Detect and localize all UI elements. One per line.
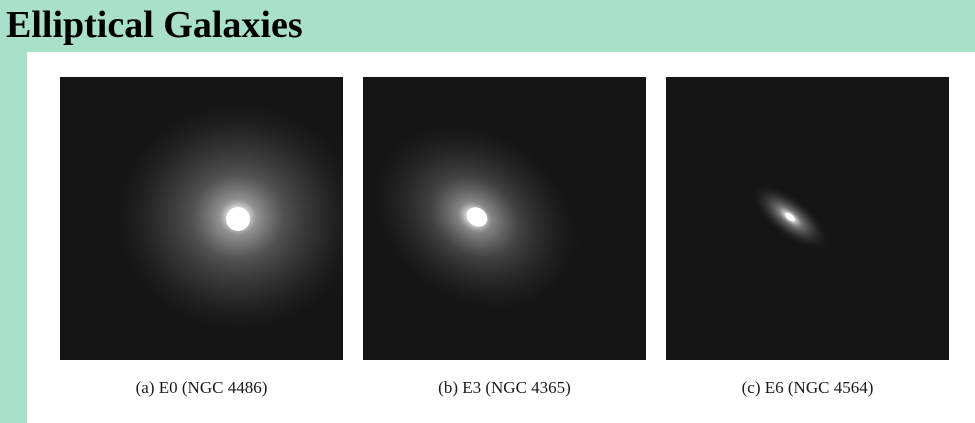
title-bar: Elliptical Galaxies bbox=[0, 0, 975, 52]
galaxy-panel-e0: (a) E0 (NGC 4486) bbox=[60, 77, 343, 360]
caption-e0: (a) E0 (NGC 4486) bbox=[60, 377, 343, 399]
slide-title: Elliptical Galaxies bbox=[6, 2, 303, 48]
galaxy-panel-e6: (c) E6 (NGC 4564) bbox=[666, 77, 949, 360]
galaxy-e0-image bbox=[60, 77, 343, 360]
galaxy-e3-image bbox=[363, 77, 646, 360]
caption-e3: (b) E3 (NGC 4365) bbox=[363, 377, 646, 399]
galaxy-e0-core bbox=[226, 207, 250, 231]
caption-e6: (c) E6 (NGC 4564) bbox=[666, 377, 949, 399]
figure-area: (a) E0 (NGC 4486) (b) E3 (NGC 4365) bbox=[27, 52, 975, 423]
galaxy-panel-e3: (b) E3 (NGC 4365) bbox=[363, 77, 646, 360]
galaxy-e6-image bbox=[666, 77, 949, 360]
side-accent-bar bbox=[0, 52, 27, 423]
